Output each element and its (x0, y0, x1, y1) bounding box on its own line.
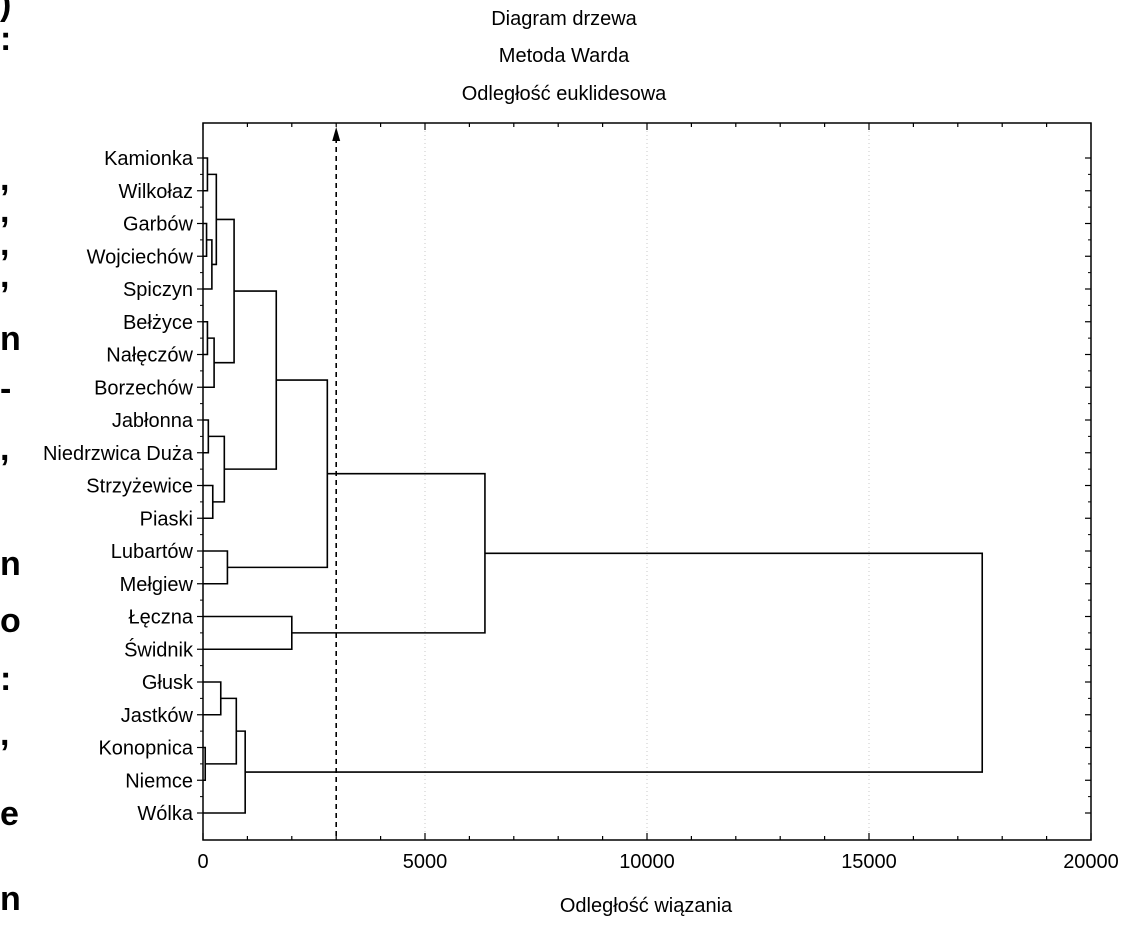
x-tick-label: 20000 (1063, 851, 1119, 873)
dendrogram-link (203, 550, 229, 585)
leaf-label: Spiczyn (123, 279, 193, 301)
side-text-fragment: n (0, 880, 21, 918)
dendrogram-link (203, 615, 293, 651)
leaf-label: Borzechów (94, 377, 193, 399)
dendrogram-link (208, 435, 226, 503)
leaf-label: Garbów (123, 214, 194, 236)
x-axis-label: Odległość wiązania (560, 895, 733, 917)
side-text-fragment: , (0, 225, 9, 263)
leaf-label: Kamionka (104, 148, 194, 170)
chart-title-line-3: Odległość euklidesowa (462, 83, 667, 105)
leaf-label: Piaski (140, 508, 193, 530)
grid-lines (424, 123, 870, 840)
side-text-fragment: , (0, 160, 9, 198)
leaf-label: Wólka (137, 803, 193, 825)
side-text-fragment: , (0, 715, 9, 753)
side-text-fragment: : (0, 20, 11, 58)
leaf-label: Niemce (125, 770, 193, 792)
leaf-label: Wojciechów (87, 246, 194, 268)
cut-line-arrowhead (332, 127, 341, 141)
side-text-fragment: n (0, 320, 21, 358)
leaf-label: Jastków (121, 705, 194, 727)
side-text-fragment: , (0, 192, 9, 230)
leaf-label: Niedrzwica Duża (43, 443, 194, 465)
leaf-label: Konopnica (98, 738, 193, 760)
leaf-label: Strzyżewice (86, 476, 193, 498)
chart-title-line-2: Metoda Warda (499, 45, 630, 67)
dendrogram-link (224, 290, 278, 470)
leaf-label: Głusk (142, 672, 194, 694)
dendrogram-link (203, 239, 213, 290)
side-text-fragment: , (0, 257, 9, 295)
leaf-label: Wilkołaz (119, 181, 193, 203)
leaf-label: Jabłonna (112, 410, 194, 432)
side-text-fragment: n (0, 545, 21, 583)
dendrogram-link (291, 472, 486, 634)
dendrogram-link (203, 419, 210, 454)
dendrogram-link (245, 552, 984, 773)
leaf-label: Łęczna (129, 607, 194, 629)
dendrogram-link (203, 484, 214, 520)
dendrogram-link (203, 337, 215, 389)
x-tick-label: 15000 (841, 851, 897, 873)
left-margin-text-fragments: :,,,,n-,no:,en) (0, 0, 21, 918)
x-tick-label: 5000 (403, 851, 448, 873)
chart-title-line-1: Diagram drzewa (491, 8, 637, 30)
dendrogram-link (227, 379, 329, 569)
leaf-label: Nałęczów (106, 345, 193, 367)
x-tick-label: 10000 (619, 851, 675, 873)
side-text-fragment: ) (0, 0, 11, 23)
x-tick-label: 0 (197, 851, 208, 873)
axis-ticks (197, 123, 1092, 840)
leaf-label: Świdnik (124, 637, 194, 661)
cut-line (332, 127, 341, 840)
leaf-label: Bełżyce (123, 312, 193, 334)
side-text-fragment: : (0, 660, 11, 698)
dendrogram-link (203, 681, 222, 716)
dendrogram-link (203, 730, 246, 814)
side-text-fragment: - (0, 370, 11, 408)
side-text-fragment: , (0, 430, 9, 468)
side-text-fragment: o (0, 602, 21, 640)
leaf-label: Mełgiew (120, 574, 194, 596)
leaf-labels: Kamionka Wilkołaz Garbów Wojciechów Spiczyn B… (43, 148, 194, 825)
x-tick-labels: 0 5000 10000 15000 20000 (197, 851, 1118, 873)
dendrogram-links (203, 157, 984, 814)
leaf-label: Lubartów (111, 541, 194, 563)
side-text-fragment: e (0, 795, 19, 833)
